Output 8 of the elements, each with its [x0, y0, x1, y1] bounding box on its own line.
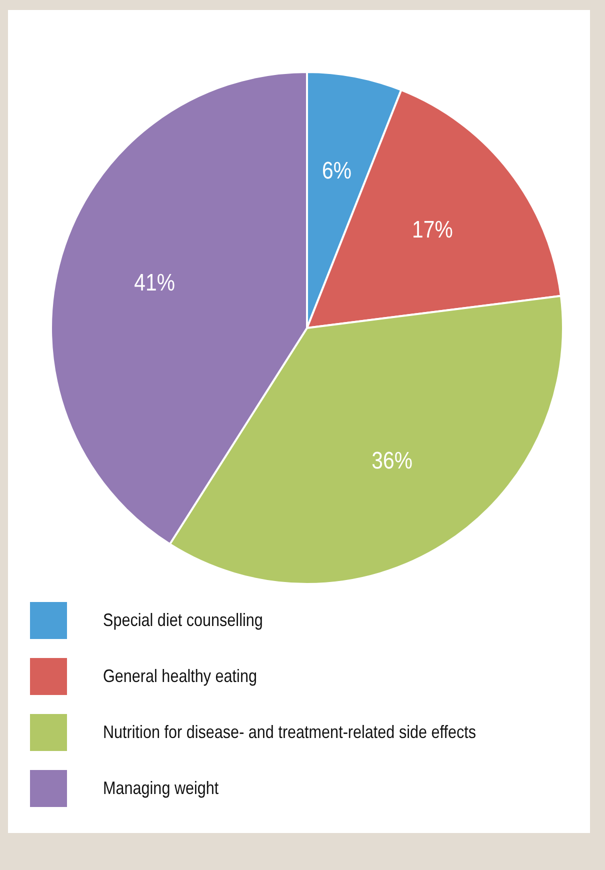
data-label: 36%: [372, 447, 412, 474]
legend-label: General healthy eating: [103, 666, 257, 687]
legend-label: Special diet counselling: [103, 610, 263, 631]
data-label: 41%: [134, 268, 175, 296]
data-label: 6%: [322, 157, 352, 184]
legend-label: Nutrition for disease- and treatment-related side effects: [103, 722, 476, 743]
data-label: 17%: [412, 216, 453, 243]
legend-label: Managing weight: [103, 778, 219, 799]
